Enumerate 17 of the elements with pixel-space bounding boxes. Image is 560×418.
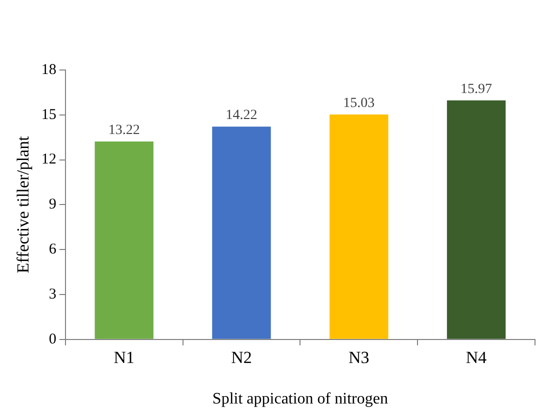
data-label: 15.03	[343, 96, 375, 112]
y-tick-label: 18	[41, 62, 56, 78]
y-tick-label: 12	[41, 152, 56, 168]
x-tick-label: N3	[348, 348, 370, 368]
data-label: 13.22	[108, 123, 140, 138]
y-tick-label: 0	[48, 331, 56, 348]
y-tick-label: 15	[41, 106, 56, 123]
x-axis-title: Split appication of nitrogen	[212, 390, 388, 408]
y-tick-label: 3	[48, 286, 56, 302]
data-label: 14.22	[226, 108, 258, 124]
y-tick-label: 9	[48, 196, 56, 213]
x-tick-label: N2	[231, 348, 252, 368]
y-tick-label: 6	[48, 242, 57, 258]
x-tick-label: N1	[114, 348, 134, 368]
y-axis-title: Effective tiller/plant	[14, 136, 33, 274]
data-label: 15.97	[460, 82, 492, 98]
x-tick-label: N4	[466, 348, 488, 368]
